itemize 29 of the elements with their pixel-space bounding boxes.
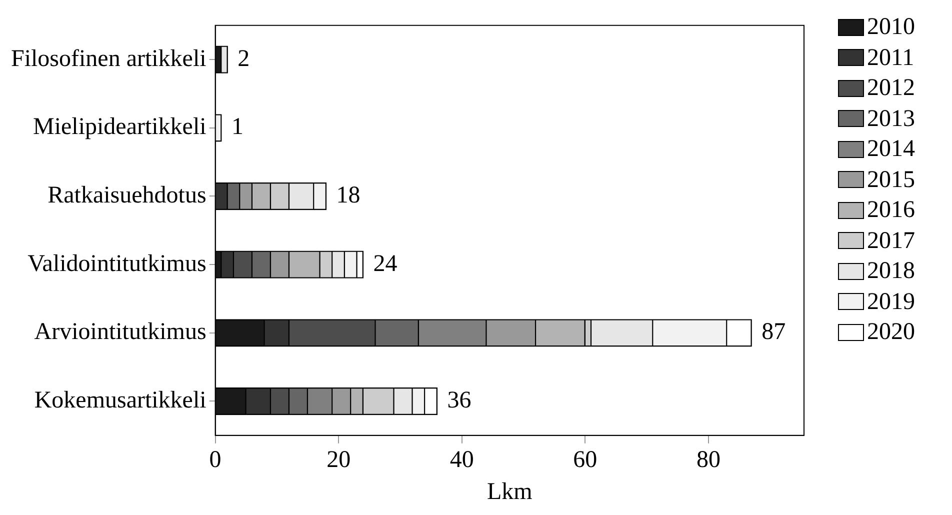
x-tick-label: 20: [326, 447, 351, 474]
y-tick-label: Filosofinen artikkeli: [10, 46, 207, 72]
legend-label: 2011: [867, 44, 914, 72]
total-label: 24: [373, 250, 398, 277]
x-tick-label: 80: [696, 447, 720, 474]
x-tick-label: 40: [450, 447, 474, 474]
x-axis-title: Lkm: [486, 478, 533, 505]
total-label: 1: [231, 114, 244, 140]
text: 2020: [867, 318, 915, 347]
legend-label: 2014: [867, 135, 915, 164]
y-tick-label: Mielipideartikkeli: [33, 114, 207, 140]
x-tick-label: 60: [573, 447, 598, 474]
y-tick-label: Ratkaisuehdotus: [48, 182, 206, 209]
legend-label: 2016: [867, 196, 915, 225]
text: 2019: [867, 288, 915, 316]
total-label: 2: [238, 46, 250, 72]
y-tick-label: Validointitutkimus: [28, 250, 206, 277]
legend-label: 2013: [867, 104, 915, 134]
total-label: 87: [762, 319, 786, 346]
legend-label: 2018: [867, 257, 915, 286]
legend-label: 2015: [867, 166, 915, 194]
legend-label: 2017: [867, 226, 915, 256]
x-tick-label: 0: [209, 447, 222, 474]
total-label: 36: [447, 388, 472, 414]
y-tick-label: Arviointitutkimus: [34, 319, 206, 346]
legend-label: 2010: [867, 13, 915, 42]
y-tick-label: Kokemusartikkeli: [34, 388, 207, 414]
legend-label: 2012: [867, 74, 915, 103]
total-label: 18: [336, 182, 360, 209]
